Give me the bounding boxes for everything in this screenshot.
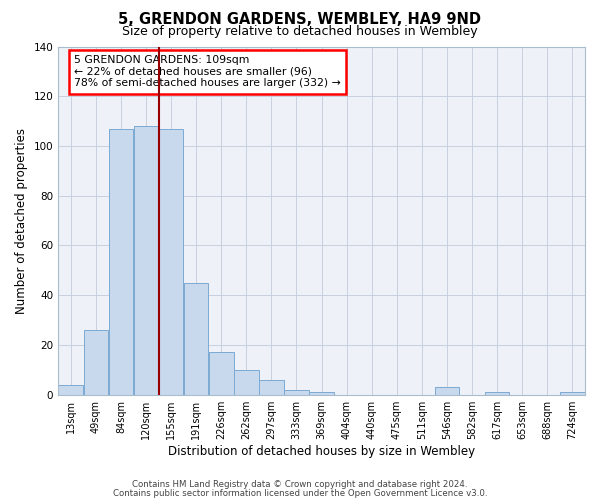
Bar: [435, 387, 460, 394]
Y-axis label: Number of detached properties: Number of detached properties: [15, 128, 28, 314]
Text: Contains public sector information licensed under the Open Government Licence v3: Contains public sector information licen…: [113, 488, 487, 498]
Text: Contains HM Land Registry data © Crown copyright and database right 2024.: Contains HM Land Registry data © Crown c…: [132, 480, 468, 489]
Bar: [234, 370, 259, 394]
Bar: [159, 128, 184, 394]
Bar: [209, 352, 233, 395]
Bar: [485, 392, 509, 394]
Text: 5, GRENDON GARDENS, WEMBLEY, HA9 9ND: 5, GRENDON GARDENS, WEMBLEY, HA9 9ND: [119, 12, 482, 28]
Text: 5 GRENDON GARDENS: 109sqm
← 22% of detached houses are smaller (96)
78% of semi-: 5 GRENDON GARDENS: 109sqm ← 22% of detac…: [74, 55, 341, 88]
Bar: [284, 390, 309, 394]
Bar: [109, 128, 133, 394]
Bar: [259, 380, 284, 394]
Bar: [309, 392, 334, 394]
X-axis label: Distribution of detached houses by size in Wembley: Distribution of detached houses by size …: [168, 444, 475, 458]
Text: Size of property relative to detached houses in Wembley: Size of property relative to detached ho…: [122, 25, 478, 38]
Bar: [58, 385, 83, 394]
Bar: [134, 126, 158, 394]
Bar: [83, 330, 108, 394]
Bar: [184, 283, 208, 395]
Bar: [560, 392, 585, 394]
